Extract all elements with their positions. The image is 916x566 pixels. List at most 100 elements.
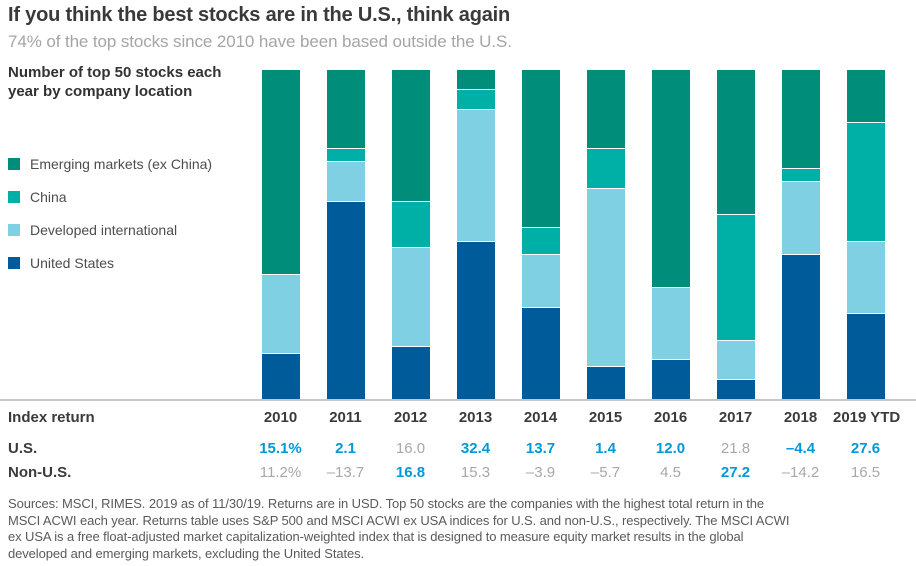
return-value: –13.7 bbox=[326, 464, 365, 481]
return-value: 32.4 bbox=[460, 440, 491, 457]
bar-segment bbox=[586, 69, 625, 149]
bar-segment bbox=[651, 69, 690, 287]
row-label-us: U.S. bbox=[8, 440, 38, 457]
bars-plot bbox=[248, 61, 898, 399]
bar-segment bbox=[326, 161, 365, 201]
return-value: 16.8 bbox=[395, 464, 426, 481]
return-value: 16.0 bbox=[395, 440, 426, 457]
legend-label: China bbox=[30, 188, 67, 205]
bar-column bbox=[703, 69, 768, 399]
table-row-nonus: Non-U.S. 11.2% –13.7 16.8 15.3 –3.9 –5.7 4.5 27… bbox=[8, 464, 916, 481]
return-value: 27.2 bbox=[720, 464, 751, 481]
source-line: Sources: MSCI, RIMES. 2019 as of 11/30/1… bbox=[8, 496, 764, 511]
bar-segment bbox=[846, 240, 885, 314]
return-value: 21.8 bbox=[720, 440, 751, 457]
legend-label: Developed international bbox=[30, 221, 178, 238]
chart-baseline bbox=[0, 399, 916, 401]
bar-segment bbox=[846, 121, 885, 241]
return-value: 27.6 bbox=[850, 440, 881, 457]
return-value: 11.2% bbox=[259, 464, 302, 481]
stacked-bar bbox=[651, 69, 690, 399]
year-label: 2015 bbox=[588, 409, 623, 426]
bar-segment bbox=[716, 379, 755, 399]
legend-swatch-icon bbox=[8, 223, 20, 236]
bar-segment bbox=[521, 253, 560, 307]
bar-segment bbox=[261, 273, 300, 353]
bar-column bbox=[443, 69, 508, 399]
return-value: 15.3 bbox=[460, 464, 491, 481]
sources-note: Sources: MSCI, RIMES. 2019 as of 11/30/1… bbox=[8, 496, 913, 562]
legend-label: United States bbox=[30, 254, 115, 271]
bar-segment bbox=[781, 181, 820, 254]
bar-segment bbox=[391, 247, 430, 347]
bar-column bbox=[378, 69, 443, 399]
return-value: 16.5 bbox=[850, 464, 881, 481]
bar-segment bbox=[586, 187, 625, 366]
bar-segment bbox=[326, 69, 365, 149]
return-value: –5.7 bbox=[590, 464, 621, 481]
bar-segment bbox=[261, 352, 300, 399]
bar-segment bbox=[326, 201, 365, 399]
stacked-bar bbox=[781, 69, 820, 399]
row-label-nonus: Non-U.S. bbox=[8, 464, 72, 481]
legend-swatch-icon bbox=[8, 256, 20, 269]
returns-table: Index return 2010 2011 2012 2013 2014 2015 201… bbox=[8, 409, 916, 481]
bar-segment bbox=[521, 227, 560, 254]
legend-label: Emerging markets (ex China) bbox=[30, 155, 213, 172]
bar-segment bbox=[456, 88, 495, 109]
year-cells: 2010 2011 2012 2013 2014 2015 2016 2017 2018 2019… bbox=[248, 409, 901, 426]
bar-segment bbox=[521, 69, 560, 228]
stacked-bar bbox=[521, 69, 560, 399]
bar-segment bbox=[651, 359, 690, 399]
stacked-bar bbox=[716, 69, 755, 399]
legend-item: Emerging markets (ex China) bbox=[8, 155, 248, 172]
page-title: If you think the best stocks are in the … bbox=[8, 4, 511, 26]
chart-label: Number of top 50 stocks each year by com… bbox=[8, 64, 222, 100]
bar-segment bbox=[456, 108, 495, 241]
bar-segment bbox=[846, 313, 885, 399]
legend: Emerging markets (ex China) China Develope… bbox=[8, 155, 248, 271]
page-subtitle: 74% of the top stocks since 2010 have be… bbox=[8, 32, 512, 51]
return-value: 1.4 bbox=[595, 440, 616, 457]
bar-column bbox=[508, 69, 573, 399]
year-label: 2010 bbox=[263, 409, 298, 426]
source-line: ex USA is a free float-adjusted market c… bbox=[8, 529, 744, 544]
bar-column bbox=[313, 69, 378, 399]
return-value: –14.2 bbox=[781, 464, 820, 481]
bar-segment bbox=[586, 366, 625, 399]
bar-segment bbox=[391, 201, 430, 248]
bar-segment bbox=[391, 346, 430, 399]
stacked-bar bbox=[391, 69, 430, 399]
us-value-cells: 15.1% 2.1 16.0 32.4 13.7 1.4 12.0 21.8 –4.4 27.6 bbox=[248, 440, 898, 457]
bar-column bbox=[833, 69, 898, 399]
chart-section: Number of top 50 stocks each year by com… bbox=[0, 61, 916, 401]
table-row-us: U.S. 15.1% 2.1 16.0 32.4 13.7 1.4 12.0 21.8 –4.4… bbox=[8, 440, 916, 457]
bar-segment bbox=[781, 168, 820, 182]
bar-column bbox=[768, 69, 833, 399]
bar-column bbox=[573, 69, 638, 399]
return-value: 12.0 bbox=[655, 440, 686, 457]
legend-swatch-icon bbox=[8, 190, 20, 203]
header: If you think the best stocks are in the … bbox=[8, 4, 916, 52]
legend-item: United States bbox=[8, 254, 248, 271]
bar-segment bbox=[456, 240, 495, 399]
bar-segment bbox=[716, 339, 755, 380]
legend-item: Developed international bbox=[8, 221, 248, 238]
legend-swatch-icon bbox=[8, 157, 20, 170]
bar-column bbox=[248, 69, 313, 399]
source-line: MSCI ACWI each year. Returns table uses … bbox=[8, 512, 790, 528]
return-value: 13.7 bbox=[525, 440, 556, 457]
year-label: 2016 bbox=[653, 409, 688, 426]
bar-segment bbox=[846, 69, 885, 122]
stacked-bar bbox=[456, 69, 495, 399]
legend-item: China bbox=[8, 188, 248, 205]
year-label: 2019 YTD bbox=[833, 409, 901, 426]
bar-segment bbox=[391, 69, 430, 202]
bar-segment bbox=[456, 69, 495, 89]
bar-segment bbox=[716, 214, 755, 340]
return-value: 4.5 bbox=[660, 464, 681, 481]
bar-segment bbox=[326, 148, 365, 162]
nonus-value-cells: 11.2% –13.7 16.8 15.3 –3.9 –5.7 4.5 27.2 –14.2 16… bbox=[248, 464, 898, 481]
year-label: 2017 bbox=[718, 409, 753, 426]
